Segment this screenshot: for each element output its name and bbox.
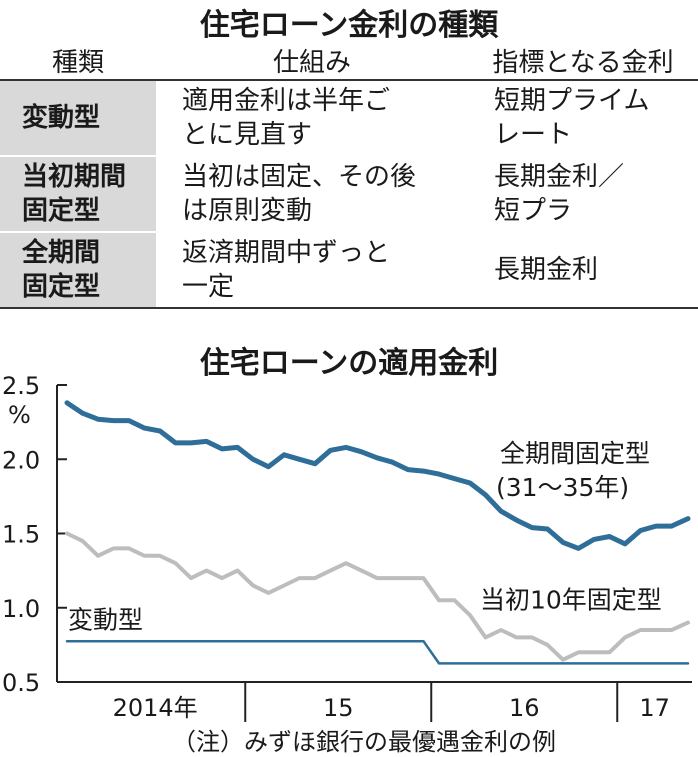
rate-type-table: 種類 仕組み 指標となる金利 変動型 適用金利は半年ご とに見直す 短期プライムレ… [0,42,698,309]
index-cell: 短期プライム レート [468,80,698,157]
chart-note: （注）みずほ銀行の最優遇金利の例 [172,728,556,756]
table-divider [157,81,159,303]
type-cell: 変動型 [0,80,156,157]
type-cell: 全期間 固定型 [0,232,156,309]
index-line: 長期金利／ [494,162,625,192]
y-unit-label: % [8,401,31,429]
index-line: レート [494,120,573,150]
y-tick-label: 0.5 [2,669,40,697]
mechanism-cell: 返済期間中ずっと 一定 [156,232,468,309]
type-label: 変動型 [22,103,101,133]
header-type: 種類 [0,42,156,81]
index-cell: 長期金利 [468,232,698,309]
series-label: 変動型 [68,606,143,635]
mechanism-line: は原則変動 [182,196,313,226]
mechanism-cell: 適用金利は半年ご とに見直す [156,80,468,157]
index-line: 短プラ [494,196,573,226]
y-tick-label: 2.0 [2,446,40,474]
header-index: 指標となる金利 [468,42,698,81]
header-mechanism: 仕組み [156,42,468,81]
x-tick-label: 16 [509,694,540,722]
type-label: 固定型 [22,272,101,302]
y-tick-label: 1.5 [2,521,40,549]
mechanism-line: とに見直す [182,120,313,150]
series-label: 全期間固定型 [500,439,650,468]
mechanism-cell: 当初は固定、その後 は原則変動 [156,156,468,233]
index-line: 長期金利 [494,255,599,285]
mechanism-line: 当初は固定、その後 [182,162,417,192]
mechanism-line: 一定 [182,272,235,302]
index-line: 短期プライム [494,86,650,116]
x-tick-label: 15 [323,694,354,722]
table-title: 住宅ローン金利の種類 [199,8,499,43]
type-label: 全期間 [22,238,101,268]
series-label: 当初10年固定型 [480,585,662,614]
mechanism-line: 適用金利は半年ご [182,86,391,116]
y-tick-label: 2.5 [2,372,40,400]
table-row: 変動型 適用金利は半年ご とに見直す 短期プライム レート [0,80,698,157]
table-row: 全期間固定型 返済期間中ずっと 一定 長期金利 [0,232,698,309]
type-label: 当初期間 [22,162,127,192]
x-tick-label: 17 [639,694,670,722]
series-label-sub: (31～35年) [496,473,629,502]
chart-title: 住宅ローンの適用金利 [199,346,499,381]
series-line [65,531,690,662]
type-cell: 当初期間 固定型 [0,156,156,233]
x-tick-label: 2014年 [113,694,198,722]
mechanism-line: 返済期間中ずっと [182,238,391,268]
index-cell: 長期金利／ 短プラ [468,156,698,233]
type-label: 固定型 [22,196,101,226]
rate-line-chart: 2.5 2.0 1.5 1.0 0.5% 2014年 15 16 17 全期間固定型 (31～35年… [2,372,692,722]
table-row: 当初期間固定型 当初は固定、その後 は原則変動 長期金利／ 短プラ [0,156,698,233]
series-line [64,400,691,551]
series-line [65,639,690,665]
y-tick-label: 1.0 [2,595,40,623]
